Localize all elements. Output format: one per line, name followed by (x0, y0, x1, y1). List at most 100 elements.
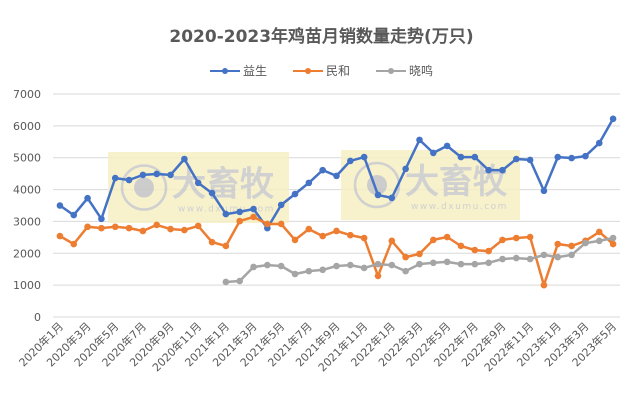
data-point[interactable] (402, 267, 409, 275)
data-point[interactable] (471, 153, 479, 161)
data-point[interactable] (554, 240, 562, 248)
data-point[interactable] (250, 263, 257, 271)
data-point[interactable] (194, 179, 202, 187)
data-point[interactable] (153, 170, 161, 178)
data-point[interactable] (56, 232, 64, 240)
legend-item-xiaoming[interactable]: 晓鸣 (376, 62, 433, 79)
data-point[interactable] (582, 152, 589, 160)
data-point[interactable] (319, 266, 326, 274)
data-point[interactable] (125, 176, 133, 184)
data-point[interactable] (416, 260, 423, 268)
data-point[interactable] (222, 242, 230, 250)
data-point[interactable] (416, 250, 423, 258)
legend-item-yisheng[interactable]: 益生 (209, 62, 267, 79)
data-point[interactable] (430, 149, 437, 157)
data-point[interactable] (568, 242, 575, 250)
data-point[interactable] (499, 236, 506, 244)
data-point[interactable] (374, 272, 382, 280)
data-point[interactable] (125, 224, 133, 232)
data-point[interactable] (595, 228, 603, 236)
data-point[interactable] (111, 174, 119, 182)
data-point[interactable] (512, 234, 520, 242)
data-point[interactable] (305, 225, 313, 233)
data-point[interactable] (540, 251, 548, 259)
data-point[interactable] (457, 260, 465, 268)
data-point[interactable] (595, 237, 603, 245)
data-point[interactable] (347, 261, 354, 269)
data-point[interactable] (84, 223, 91, 231)
data-point[interactable] (526, 233, 534, 241)
data-point[interactable] (360, 264, 368, 272)
data-point[interactable] (347, 157, 354, 165)
data-point[interactable] (264, 261, 271, 269)
data-point[interactable] (609, 240, 617, 248)
data-point[interactable] (181, 226, 188, 234)
data-point[interactable] (250, 213, 257, 221)
data-point[interactable] (208, 238, 216, 246)
data-point[interactable] (167, 171, 174, 179)
data-point[interactable] (402, 253, 409, 261)
data-point[interactable] (471, 246, 479, 254)
data-point[interactable] (98, 224, 105, 232)
data-point[interactable] (139, 227, 147, 235)
data-point[interactable] (526, 156, 534, 164)
data-point[interactable] (70, 211, 78, 219)
data-point[interactable] (222, 278, 230, 286)
data-point[interactable] (70, 240, 78, 248)
data-point[interactable] (277, 220, 285, 228)
data-point[interactable] (319, 232, 326, 240)
data-point[interactable] (609, 234, 617, 242)
data-point[interactable] (98, 215, 105, 223)
data-point[interactable] (457, 153, 465, 161)
data-point[interactable] (512, 155, 520, 163)
data-point[interactable] (388, 237, 396, 245)
data-point[interactable] (139, 171, 147, 179)
legend-item-minhe[interactable]: 民和 (292, 62, 350, 79)
data-point[interactable] (56, 202, 64, 209)
data-point[interactable] (222, 210, 230, 218)
data-point[interactable] (264, 220, 271, 228)
data-point[interactable] (388, 194, 396, 202)
data-point[interactable] (84, 194, 91, 202)
data-point[interactable] (554, 153, 562, 161)
data-point[interactable] (443, 142, 451, 150)
data-point[interactable] (291, 236, 299, 244)
data-point[interactable] (430, 236, 437, 244)
data-point[interactable] (457, 242, 465, 250)
data-point[interactable] (236, 208, 243, 216)
data-point[interactable] (194, 222, 202, 230)
data-point[interactable] (250, 205, 257, 213)
data-point[interactable] (388, 261, 396, 269)
data-point[interactable] (208, 189, 216, 197)
data-point[interactable] (430, 259, 437, 267)
data-point[interactable] (167, 225, 174, 233)
data-point[interactable] (554, 253, 562, 261)
data-point[interactable] (291, 190, 299, 198)
data-point[interactable] (277, 262, 285, 270)
data-point[interactable] (305, 179, 313, 187)
data-point[interactable] (319, 166, 326, 174)
data-point[interactable] (236, 217, 243, 225)
data-point[interactable] (347, 231, 354, 239)
data-point[interactable] (582, 239, 589, 247)
data-point[interactable] (291, 270, 299, 278)
data-point[interactable] (360, 234, 368, 242)
data-point[interactable] (485, 259, 492, 267)
data-point[interactable] (416, 136, 423, 144)
data-point[interactable] (443, 233, 451, 241)
data-point[interactable] (485, 166, 492, 174)
data-point[interactable] (443, 258, 451, 266)
data-point[interactable] (540, 187, 548, 195)
data-point[interactable] (402, 165, 409, 173)
data-point[interactable] (595, 139, 603, 147)
data-point[interactable] (277, 201, 285, 209)
data-point[interactable] (485, 247, 492, 255)
data-point[interactable] (512, 254, 520, 262)
data-point[interactable] (153, 221, 161, 229)
data-point[interactable] (568, 251, 575, 259)
data-point[interactable] (333, 227, 340, 235)
data-point[interactable] (526, 255, 534, 263)
data-point[interactable] (374, 260, 382, 268)
data-point[interactable] (499, 255, 506, 263)
data-point[interactable] (305, 267, 313, 275)
